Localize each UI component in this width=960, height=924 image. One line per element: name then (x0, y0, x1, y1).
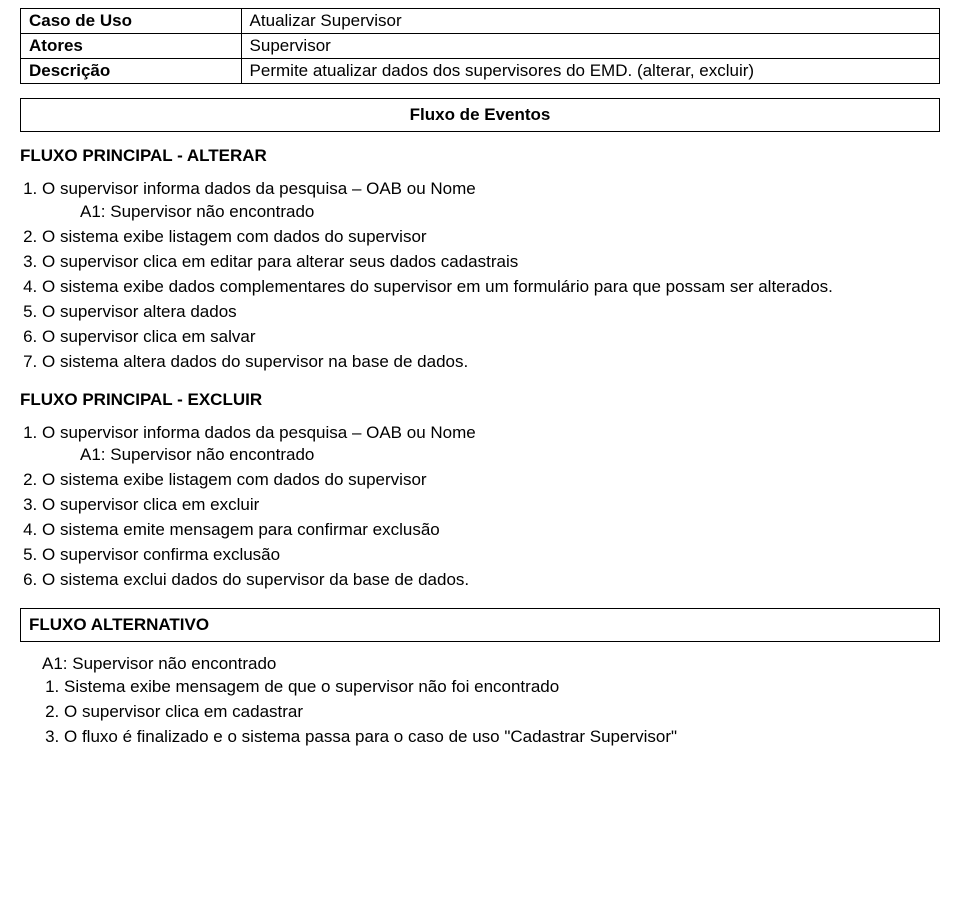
list-item: O sistema exibe listagem com dados do su… (42, 226, 940, 249)
list-item: O sistema altera dados do supervisor na … (42, 351, 940, 374)
alterar-list: O supervisor informa dados da pesquisa –… (42, 178, 940, 374)
section-title-excluir: FLUXO PRINCIPAL - EXCLUIR (20, 390, 940, 410)
list-item: O supervisor informa dados da pesquisa –… (42, 178, 940, 224)
table-row: Descrição Permite atualizar dados dos su… (21, 59, 940, 84)
fluxo-alternativo-header: FLUXO ALTERNATIVO (20, 608, 940, 642)
list-item-text: O supervisor informa dados da pesquisa –… (42, 423, 476, 442)
list-item: Sistema exibe mensagem de que o supervis… (64, 676, 940, 699)
list-item: O supervisor confirma exclusão (42, 544, 940, 567)
list-item-sub: A1: Supervisor não encontrado (80, 201, 940, 224)
table-row: Fluxo de Eventos (21, 99, 940, 132)
document-page: Caso de Uso Atualizar Supervisor Atores … (0, 0, 960, 805)
meta-value-caso-de-uso: Atualizar Supervisor (241, 9, 939, 34)
list-item: O sistema exibe dados complementares do … (42, 276, 940, 299)
fluxo-eventos-title: Fluxo de Eventos (21, 99, 940, 132)
list-item: O fluxo é finalizado e o sistema passa p… (64, 726, 940, 749)
list-item: O supervisor altera dados (42, 301, 940, 324)
section-title-alterar: FLUXO PRINCIPAL - ALTERAR (20, 146, 940, 166)
alternativo-heading: A1: Supervisor não encontrado (42, 654, 940, 674)
list-item: O supervisor clica em editar para altera… (42, 251, 940, 274)
list-item: O supervisor clica em cadastrar (64, 701, 940, 724)
meta-label-atores: Atores (21, 34, 242, 59)
meta-label-caso-de-uso: Caso de Uso (21, 9, 242, 34)
fluxo-eventos-header: Fluxo de Eventos (20, 98, 940, 132)
meta-value-atores: Supervisor (241, 34, 939, 59)
list-item: O supervisor clica em excluir (42, 494, 940, 517)
alternativo-list: Sistema exibe mensagem de que o supervis… (64, 676, 940, 749)
list-item: O sistema exibe listagem com dados do su… (42, 469, 940, 492)
alternativo-block: A1: Supervisor não encontrado Sistema ex… (42, 654, 940, 749)
metadata-table: Caso de Uso Atualizar Supervisor Atores … (20, 8, 940, 84)
excluir-list: O supervisor informa dados da pesquisa –… (42, 422, 940, 593)
meta-label-descricao: Descrição (21, 59, 242, 84)
list-item: O sistema exclui dados do supervisor da … (42, 569, 940, 592)
list-item: O supervisor clica em salvar (42, 326, 940, 349)
list-item-sub: A1: Supervisor não encontrado (80, 444, 940, 467)
fluxo-alternativo-title: FLUXO ALTERNATIVO (21, 609, 940, 642)
list-item: O supervisor informa dados da pesquisa –… (42, 422, 940, 468)
list-item-text: O supervisor informa dados da pesquisa –… (42, 179, 476, 198)
table-row: Caso de Uso Atualizar Supervisor (21, 9, 940, 34)
table-row: FLUXO ALTERNATIVO (21, 609, 940, 642)
list-item: O sistema emite mensagem para confirmar … (42, 519, 940, 542)
meta-value-descricao: Permite atualizar dados dos supervisores… (241, 59, 939, 84)
table-row: Atores Supervisor (21, 34, 940, 59)
